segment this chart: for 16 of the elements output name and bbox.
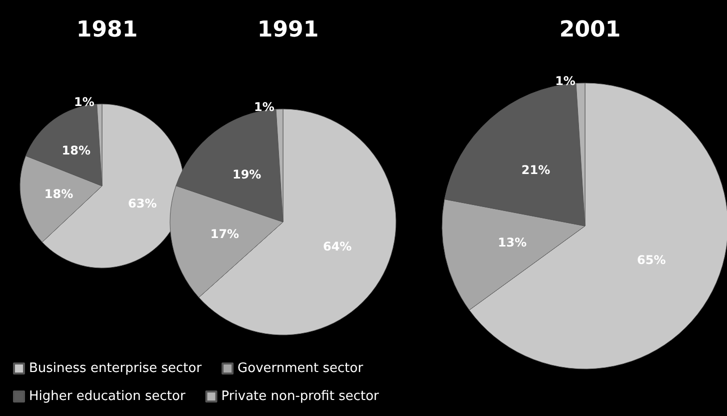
slice-label: 2001 — [559, 18, 621, 42]
data-label: 18% — [62, 143, 91, 158]
data-label: 1% — [254, 100, 274, 114]
slice-label: 1991 — [257, 18, 319, 42]
data-label: 17% — [210, 226, 240, 241]
data-label: 1% — [555, 74, 576, 88]
slice-label: 1981 — [76, 18, 138, 42]
data-label: 21% — [521, 163, 550, 178]
legend-label: Private non-profit sector — [221, 389, 380, 404]
legend-label: Business enterprise sector — [29, 361, 202, 376]
data-label: 13% — [498, 235, 527, 250]
legend-label: Higher education sector — [29, 389, 186, 404]
data-label: 1% — [74, 95, 94, 110]
data-label: 19% — [232, 168, 262, 182]
legend-label: Government sector — [238, 361, 364, 376]
data-label: 18% — [44, 187, 74, 202]
